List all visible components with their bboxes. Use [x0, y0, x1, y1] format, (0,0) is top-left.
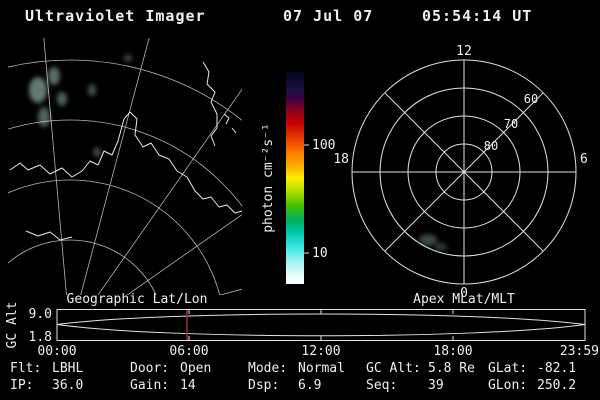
- apex-rings: [351, 59, 577, 285]
- status-ip-value: 36.0: [52, 378, 83, 393]
- ring-label-80: 80: [484, 139, 498, 153]
- status-flt-label: Flt:: [10, 361, 41, 376]
- title-bar: Ultraviolet Imager 07 Jul 07 05:54:14 UT: [25, 7, 532, 25]
- colorbar: 100 10 photon cm⁻²s⁻¹: [261, 72, 335, 284]
- status-mode-label: Mode:: [248, 361, 287, 376]
- status-seq-value: 39: [428, 378, 444, 393]
- status-door-label: Door:: [130, 361, 169, 376]
- time-tick-0600: 06:00: [169, 344, 208, 359]
- colorbar-tick-100: 100: [312, 138, 335, 153]
- status-bar: Flt: LBHL Door: Open Mode: Normal GC Alt…: [10, 361, 576, 393]
- geo-aurora-emission: [29, 54, 132, 157]
- status-gain-value: 14: [180, 378, 196, 393]
- status-gain-label: Gain:: [130, 378, 169, 393]
- status-glon-label: GLon:: [488, 378, 527, 393]
- ring-label-70: 70: [504, 117, 518, 131]
- colorbar-gradient: [286, 72, 304, 284]
- status-glat-label: GLat:: [488, 361, 527, 376]
- geo-map-panel: Geographic Lat/Lon: [8, 38, 242, 307]
- colorbar-unit-label: photon cm⁻²s⁻¹: [261, 123, 276, 233]
- status-gcalt-label: GC Alt:: [366, 361, 421, 376]
- status-dsp-label: Dsp:: [248, 378, 279, 393]
- alt-tick-max: 9.0: [29, 307, 52, 322]
- status-ip-label: IP:: [10, 378, 33, 393]
- geo-caption: Geographic Lat/Lon: [67, 292, 208, 307]
- mlt-label-18: 18: [333, 152, 349, 167]
- date-label: 07 Jul 07: [283, 7, 373, 25]
- status-door-value: Open: [180, 361, 211, 376]
- status-seq-label: Seq:: [366, 378, 397, 393]
- altitude-curve-upper: [56, 313, 586, 325]
- alt-tick-min: 1.8: [29, 330, 52, 345]
- status-dsp-value: 6.9: [298, 378, 321, 393]
- time-tick-2359: 23:59: [560, 344, 599, 359]
- mlt-label-6: 6: [580, 152, 588, 167]
- status-glon-value: 250.2: [537, 378, 576, 393]
- status-flt-value: LBHL: [52, 361, 83, 376]
- status-mode-value: Normal: [298, 361, 345, 376]
- apex-polar-panel: 12 0 18 6 60 70 80 Apex MLat/MLT: [333, 44, 587, 307]
- mlt-label-12: 12: [456, 44, 472, 59]
- app-title: Ultraviolet Imager: [25, 7, 206, 25]
- status-gcalt-value: 5.8 Re: [428, 361, 475, 376]
- time-tick-1200: 12:00: [301, 344, 340, 359]
- colorbar-tick-10: 10: [312, 246, 328, 261]
- apex-aurora-emission: [419, 234, 447, 251]
- time-label: 05:54:14 UT: [422, 7, 532, 25]
- altitude-strip: 9.0 1.8 GC Alt 00:00 06:00 12:00 18:00 2…: [5, 302, 599, 359]
- gc-alt-axis-label: GC Alt: [5, 302, 20, 349]
- status-glat-value: -82.1: [537, 361, 576, 376]
- time-tick-1800: 18:00: [433, 344, 472, 359]
- mlt-label-0: 0: [460, 286, 468, 301]
- ring-label-60: 60: [524, 92, 538, 106]
- altitude-curve-lower: [56, 324, 586, 337]
- time-tick-0000: 00:00: [37, 344, 76, 359]
- geo-coastlines: [9, 61, 242, 241]
- geo-graticule: [8, 38, 242, 295]
- apex-caption: Apex MLat/MLT: [413, 292, 515, 307]
